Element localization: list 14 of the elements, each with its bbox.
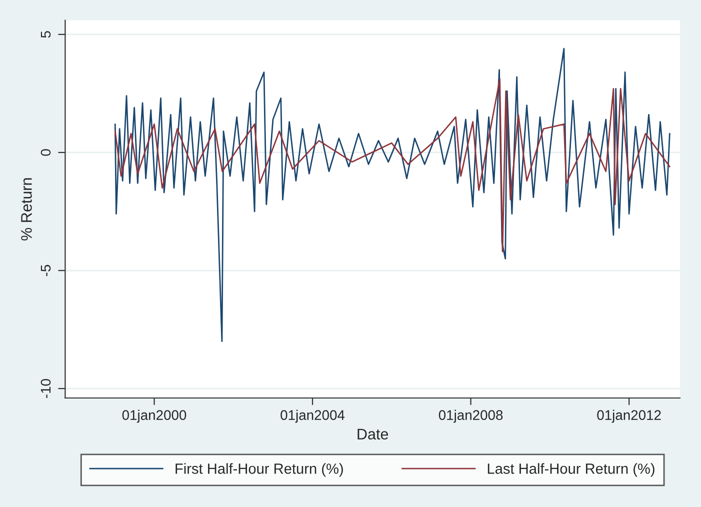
y-tick-label: 5 (40, 31, 51, 38)
y-tick-label: -5 (40, 264, 51, 276)
y-axis-title: % Return (21, 178, 32, 240)
legend-label: First Half-Hour Return (%) (176, 463, 343, 477)
y-tick-label: -10 (40, 379, 51, 398)
x-tick-label: 01jan2004 (280, 410, 345, 423)
x-tick-label: 01jan2000 (122, 410, 186, 423)
legend-label: Last Half-Hour Return (%) (488, 463, 654, 477)
line-series (114, 48, 670, 342)
x-tick-label: 01jan2008 (438, 410, 503, 423)
x-tick-label: 01jan2012 (597, 410, 661, 423)
y-tick-label: 0 (40, 149, 51, 156)
line-series (114, 78, 670, 252)
x-axis-title: Date (358, 428, 388, 440)
